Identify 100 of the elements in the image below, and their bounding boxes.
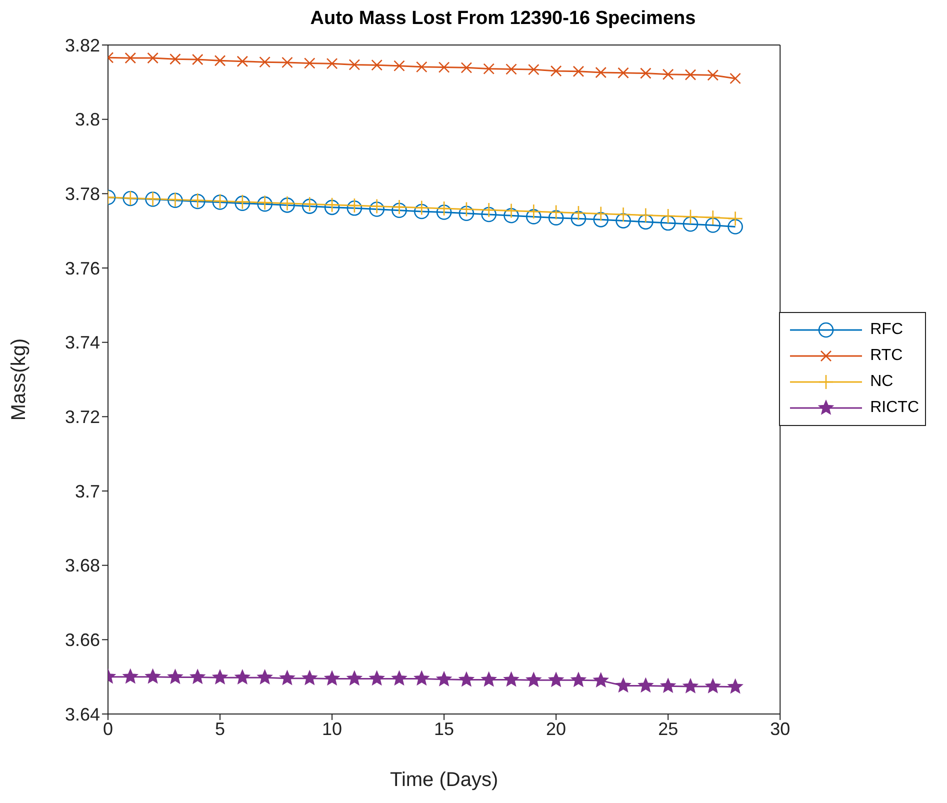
point <box>282 56 293 68</box>
point <box>170 53 181 65</box>
y-tick-label: 3.7 <box>74 481 100 502</box>
point <box>190 670 205 684</box>
point <box>662 68 674 80</box>
x-axis-title: Time (Days) <box>390 769 498 791</box>
point <box>371 59 382 71</box>
point <box>570 205 586 221</box>
point <box>616 206 631 222</box>
x-tick-label: 15 <box>434 718 454 739</box>
point <box>707 69 719 81</box>
point <box>392 671 407 685</box>
point <box>369 202 384 217</box>
point <box>458 206 474 222</box>
point <box>638 678 653 692</box>
point <box>682 216 698 232</box>
point <box>594 672 608 687</box>
point <box>728 679 743 694</box>
y-axis-title: Mass(kg) <box>8 338 30 421</box>
point <box>416 61 428 73</box>
point <box>483 63 495 74</box>
legend-label: RICTC <box>870 399 919 417</box>
point <box>346 200 362 216</box>
point <box>728 210 743 226</box>
point <box>684 69 696 80</box>
point <box>526 209 542 224</box>
point <box>438 62 450 73</box>
y-tick-label: 3.64 <box>64 704 100 724</box>
point <box>460 62 472 74</box>
point <box>593 212 609 228</box>
point <box>235 670 250 684</box>
point <box>394 60 405 72</box>
point <box>550 65 562 77</box>
point <box>258 670 272 684</box>
point <box>640 68 652 79</box>
legend-label: NC <box>870 373 894 391</box>
point <box>369 198 384 214</box>
y-tick-label: 3.8 <box>74 110 100 130</box>
chart-title: Auto Mass Lost From 12390-16 Specimens <box>309 8 697 31</box>
point <box>168 670 182 684</box>
point <box>414 200 430 216</box>
point <box>706 678 720 693</box>
y-tick-label: 3.76 <box>64 258 100 278</box>
point <box>593 206 609 222</box>
point <box>504 672 519 686</box>
point <box>236 56 248 68</box>
point <box>212 670 228 684</box>
legend-label: RFC <box>870 321 903 339</box>
point <box>458 202 474 217</box>
point <box>618 67 629 79</box>
point <box>259 56 270 68</box>
point <box>548 672 564 686</box>
point <box>370 671 384 685</box>
point <box>280 670 294 685</box>
point <box>683 678 698 693</box>
y-tick-label: 3.82 <box>64 35 100 56</box>
point <box>326 58 338 70</box>
x-tick-label: 30 <box>770 718 790 739</box>
point <box>436 204 452 220</box>
point <box>481 202 497 218</box>
y-tick-label: 3.68 <box>64 556 100 576</box>
point <box>414 671 429 685</box>
point <box>616 678 631 692</box>
point <box>482 672 496 686</box>
point <box>548 210 564 226</box>
point <box>146 669 160 684</box>
x-tick-label: 25 <box>658 718 678 739</box>
point <box>595 66 607 78</box>
y-tick-label: 3.66 <box>64 630 100 650</box>
y-tick-label: 3.74 <box>64 332 100 353</box>
point <box>214 54 226 66</box>
point <box>414 204 430 220</box>
point <box>147 52 158 64</box>
y-tick-label: 3.78 <box>64 184 100 204</box>
point <box>548 204 564 220</box>
point <box>728 219 743 234</box>
point <box>302 670 317 685</box>
point <box>504 203 519 218</box>
point <box>705 210 721 226</box>
point <box>436 672 452 686</box>
point <box>570 210 586 226</box>
y-tick-label: 3.72 <box>64 407 100 428</box>
point <box>730 72 741 84</box>
point <box>705 218 721 233</box>
point <box>123 669 138 684</box>
point <box>324 197 340 212</box>
point <box>459 672 474 686</box>
point <box>192 54 204 66</box>
point <box>324 200 340 216</box>
point <box>660 215 676 231</box>
point <box>304 58 316 69</box>
point <box>347 671 362 685</box>
point <box>324 671 340 685</box>
point <box>392 199 407 215</box>
legend-label: RTC <box>870 347 903 365</box>
point <box>506 64 517 75</box>
x-tick-label: 5 <box>215 718 226 739</box>
point <box>638 208 654 223</box>
point <box>526 672 541 686</box>
point <box>660 678 676 692</box>
